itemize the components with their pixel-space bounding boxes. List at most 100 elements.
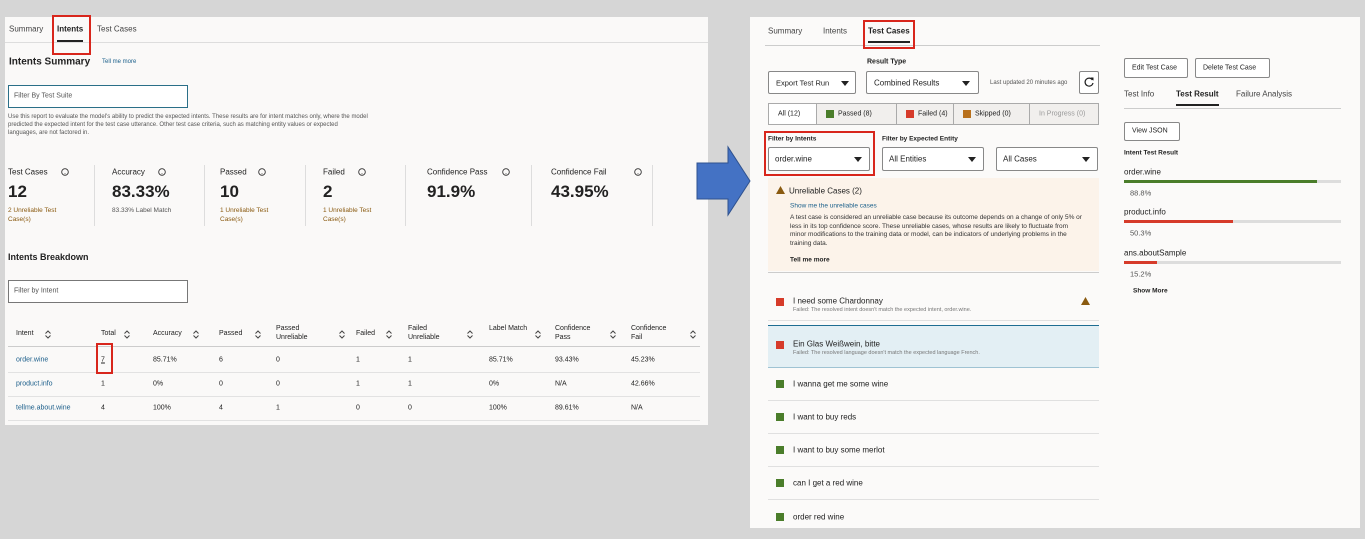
select[interactable] xyxy=(768,147,870,171)
column-header: Accuracy xyxy=(153,330,182,337)
cell: 1 xyxy=(356,356,360,364)
section-title: Intents Summary xyxy=(9,56,91,68)
placeholder: Filter By Test Suite xyxy=(14,92,73,100)
tab[interactable]: Test Result xyxy=(1176,89,1219,99)
cell: 85.71% xyxy=(153,356,177,364)
select[interactable] xyxy=(996,147,1098,171)
segment[interactable]: Skipped (0) xyxy=(975,110,1011,118)
divider xyxy=(768,272,1099,273)
input[interactable] xyxy=(8,280,188,303)
test-case[interactable]: I want to buy some merlot xyxy=(793,445,885,455)
column-header: Confidence Pass xyxy=(555,325,591,341)
tab[interactable]: Summary xyxy=(9,24,44,34)
metric-label: Confidence Fail xyxy=(551,167,607,177)
select[interactable] xyxy=(882,147,984,171)
selected-row xyxy=(768,325,1099,368)
highlight xyxy=(863,20,915,49)
input[interactable] xyxy=(8,85,188,108)
label: Result Type xyxy=(867,58,907,66)
segment[interactable]: All (12) xyxy=(778,110,801,118)
confidence-label: 88.8% xyxy=(1130,188,1152,198)
cell: 1 xyxy=(356,380,360,388)
test-case[interactable]: I want to buy reds xyxy=(793,412,857,422)
confidence-label: 50.3% xyxy=(1130,228,1152,238)
cell: 0 xyxy=(219,380,223,388)
tab[interactable]: Failure Analysis xyxy=(1236,89,1293,99)
button-label: View JSON xyxy=(1132,127,1168,135)
tab[interactable]: Intents xyxy=(823,26,848,36)
column-header: Passed xyxy=(219,330,243,337)
status-square xyxy=(776,341,784,349)
test-case[interactable]: I wanna get me some wine xyxy=(793,379,889,389)
button[interactable] xyxy=(1195,58,1270,78)
sort-icon xyxy=(535,330,541,339)
button[interactable] xyxy=(1124,122,1180,141)
test-case[interactable]: order red wine xyxy=(793,512,845,522)
segment[interactable]: Passed (8) xyxy=(838,110,872,118)
button[interactable] xyxy=(1124,58,1188,78)
divider xyxy=(531,165,532,226)
tab-underline xyxy=(57,40,83,42)
link[interactable]: Tell me more xyxy=(790,256,830,264)
metric-value: 12 xyxy=(8,182,27,201)
info-icon xyxy=(634,168,642,176)
row-divider xyxy=(8,420,700,421)
tab[interactable]: Test Info xyxy=(1124,89,1155,99)
select-value: All Entities xyxy=(889,154,927,164)
intent-name: product.info xyxy=(1124,207,1166,217)
cell: 45.23% xyxy=(631,356,655,364)
status-square xyxy=(906,110,914,118)
intent-name: ans.aboutSample xyxy=(1124,248,1187,258)
cell: 85.71% xyxy=(489,356,513,364)
cell: 0% xyxy=(153,380,164,388)
cell[interactable]: 4 xyxy=(101,404,105,412)
segment[interactable]: In Progress (0) xyxy=(1039,110,1086,118)
status-square xyxy=(776,479,784,487)
intent-link[interactable]: product.info xyxy=(16,380,53,388)
selected-segment xyxy=(769,104,816,124)
caret xyxy=(1082,157,1090,162)
select[interactable] xyxy=(866,71,979,94)
button[interactable] xyxy=(768,71,856,94)
column-header: Failed Unreliable xyxy=(408,325,440,341)
link[interactable]: Show me the unreliable cases xyxy=(790,202,877,210)
segmented-control xyxy=(768,103,1099,125)
cell[interactable]: 7 xyxy=(101,356,105,364)
cell: 93.43% xyxy=(555,356,579,364)
cell: 1 xyxy=(408,380,412,388)
section-title: Intents Breakdown xyxy=(8,252,89,262)
row-divider xyxy=(768,433,1099,434)
tab[interactable]: Intents xyxy=(57,24,84,34)
confidence-bar xyxy=(1124,180,1317,183)
sort-icon xyxy=(339,330,345,339)
cell: 100% xyxy=(153,404,171,412)
intent-link[interactable]: order.wine xyxy=(16,356,49,364)
intent-link[interactable]: tellme.about.wine xyxy=(16,404,71,412)
select-value: order.wine xyxy=(775,154,812,164)
refresh-button[interactable] xyxy=(1079,71,1099,94)
cell: 89.61% xyxy=(555,404,579,412)
test-case[interactable]: Ein Glas Weißwein, bitte xyxy=(793,339,880,349)
tab[interactable]: Test Cases xyxy=(868,26,910,36)
status-square xyxy=(776,413,784,421)
warning-title: Unreliable Cases (2) xyxy=(789,186,862,196)
cell: 42.66% xyxy=(631,380,655,388)
test-case[interactable]: can I get a red wine xyxy=(793,478,863,488)
divider xyxy=(1124,108,1341,109)
warning-icon xyxy=(776,186,785,194)
link[interactable]: Tell me more xyxy=(102,59,137,65)
segment[interactable]: Failed (4) xyxy=(918,110,948,118)
divider xyxy=(953,103,954,125)
link[interactable]: Show More xyxy=(1133,287,1168,295)
placeholder: Filter by Intent xyxy=(14,287,59,295)
metric-label: Passed xyxy=(220,167,247,177)
tab[interactable]: Test Cases xyxy=(97,24,137,34)
row-divider xyxy=(768,466,1099,467)
test-case[interactable]: I need some Chardonnay xyxy=(793,296,883,306)
caret xyxy=(854,157,862,162)
tab[interactable]: Summary xyxy=(768,26,803,36)
cell[interactable]: 1 xyxy=(101,380,105,388)
confidence-bar xyxy=(1124,261,1157,264)
status-square xyxy=(826,110,834,118)
column-header: Failed xyxy=(356,330,376,337)
